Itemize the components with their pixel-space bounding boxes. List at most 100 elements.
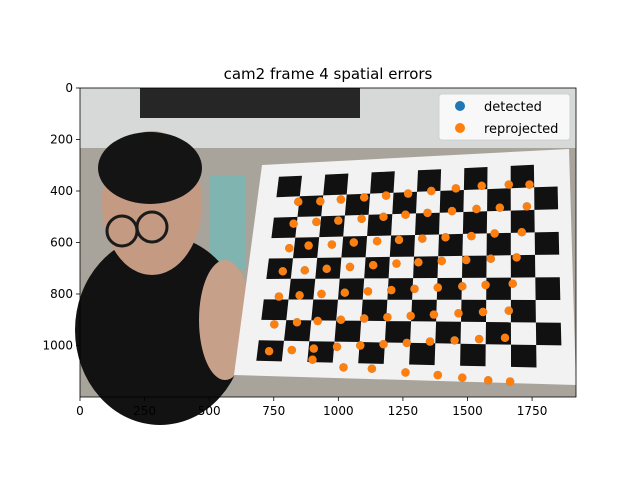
scatter-point-reprojected bbox=[357, 214, 366, 223]
scatter-point-reprojected bbox=[401, 210, 410, 219]
checker-square bbox=[486, 232, 511, 256]
scatter-point-reprojected bbox=[289, 219, 298, 228]
y-tick-label: 800 bbox=[50, 287, 73, 301]
scatter-point-reprojected bbox=[360, 314, 369, 323]
scatter-point-reprojected bbox=[406, 311, 415, 321]
checker-square bbox=[311, 299, 338, 321]
scatter-point-reprojected bbox=[317, 289, 326, 299]
scatter-point-reprojected bbox=[379, 340, 388, 349]
scatter-point-reprojected bbox=[312, 217, 321, 227]
scatter-point-reprojected bbox=[484, 376, 493, 385]
scatter-point-reprojected bbox=[402, 338, 411, 348]
checker-square bbox=[361, 299, 388, 322]
scatter-point-reprojected bbox=[478, 307, 488, 317]
checker-square bbox=[334, 320, 362, 342]
scatter-point-reprojected bbox=[345, 262, 355, 272]
scatter-point-reprojected bbox=[387, 285, 396, 295]
scatter-point-reprojected bbox=[504, 306, 513, 315]
scatter-point-reprojected bbox=[309, 344, 318, 353]
legend-box bbox=[438, 93, 571, 141]
scatter-point-reprojected bbox=[372, 237, 382, 246]
scatter-point-reprojected bbox=[447, 206, 457, 216]
scatter-point-reprojected bbox=[295, 291, 304, 300]
checker-square bbox=[511, 344, 537, 368]
scatter-point-reprojected bbox=[451, 184, 461, 193]
x-tick-label: 1500 bbox=[452, 404, 483, 418]
x-tick-label: 750 bbox=[262, 404, 285, 418]
y-tick-label: 600 bbox=[50, 236, 73, 250]
scatter-point-reprojected bbox=[392, 259, 401, 268]
scatter-point-reprojected bbox=[481, 280, 490, 290]
scatter-point-reprojected bbox=[423, 208, 432, 218]
checker-square bbox=[486, 277, 511, 300]
chart-title: cam2 frame 4 spatial errors bbox=[224, 65, 433, 83]
scatter-point-reprojected bbox=[505, 377, 515, 386]
scatter-point-reprojected bbox=[394, 235, 404, 245]
y-axis: 0 200 400 600 800 1000 bbox=[42, 81, 80, 353]
scatter-point-reprojected bbox=[349, 238, 358, 247]
person-hair bbox=[98, 132, 202, 204]
scatter-point-reprojected bbox=[334, 216, 343, 225]
scatter-point-reprojected bbox=[403, 189, 413, 198]
scatter-point-reprojected bbox=[274, 292, 284, 301]
scatter-point-reprojected bbox=[512, 253, 521, 262]
x-tick-label: 0 bbox=[76, 404, 84, 418]
x-tick-label: 500 bbox=[198, 404, 221, 418]
scatter-point-reprojected bbox=[379, 212, 388, 221]
checker-square bbox=[261, 299, 289, 321]
checker-square bbox=[417, 169, 442, 192]
checker-square bbox=[284, 320, 312, 342]
checker-square bbox=[288, 278, 316, 300]
scatter-point-reprojected bbox=[410, 284, 419, 294]
scatter-point-reprojected bbox=[418, 234, 427, 243]
checker-square bbox=[510, 299, 536, 323]
checker-square bbox=[338, 278, 365, 300]
scatter-point-reprojected bbox=[504, 180, 513, 189]
scatter-point-reprojected bbox=[327, 240, 337, 249]
checker-square bbox=[358, 342, 385, 364]
scatter-point-reprojected bbox=[278, 267, 287, 276]
checker-square bbox=[392, 191, 417, 215]
y-tick-label: 1000 bbox=[42, 339, 73, 353]
scatter-point-reprojected bbox=[322, 264, 331, 273]
scatter-point-reprojected bbox=[336, 195, 346, 204]
scatter-point-reprojected bbox=[316, 197, 325, 206]
scatter-point-reprojected bbox=[429, 310, 439, 319]
ceiling-rig bbox=[140, 88, 360, 118]
checker-square bbox=[370, 171, 395, 194]
checker-square bbox=[535, 322, 562, 346]
x-tick-label: 1750 bbox=[517, 404, 548, 418]
scatter-point-reprojected bbox=[441, 233, 450, 242]
person-torso bbox=[75, 235, 245, 425]
scatter-point-reprojected bbox=[287, 345, 296, 355]
scatter-point-reprojected bbox=[308, 355, 317, 364]
scatter-point-reprojected bbox=[414, 258, 423, 267]
y-tick-label: 200 bbox=[50, 133, 73, 147]
legend-label-reprojected: reprojected bbox=[484, 122, 558, 137]
scatter-point-reprojected bbox=[458, 373, 467, 382]
scatter-point-reprojected bbox=[500, 333, 510, 342]
checker-square bbox=[462, 211, 488, 234]
scatter-point-reprojected bbox=[363, 287, 373, 296]
scatter-point-reprojected bbox=[383, 313, 392, 322]
x-tick-label: 1000 bbox=[323, 404, 354, 418]
scatter-point-reprojected bbox=[490, 229, 499, 238]
scatter-point-reprojected bbox=[525, 180, 534, 189]
checker-square bbox=[461, 299, 487, 322]
checker-square bbox=[460, 343, 486, 367]
y-tick-label: 400 bbox=[50, 184, 73, 198]
checker-square bbox=[439, 190, 464, 213]
checker-square bbox=[510, 209, 535, 233]
scatter-point-reprojected bbox=[369, 261, 378, 270]
scatter-point-reprojected bbox=[462, 255, 471, 265]
scatter-point-reprojected bbox=[486, 254, 495, 263]
scatter-point-reprojected bbox=[340, 288, 349, 297]
scatter-point-reprojected bbox=[264, 347, 274, 356]
x-tick-label: 1250 bbox=[388, 404, 419, 418]
checker-square bbox=[341, 236, 368, 258]
legend-marker-reprojected bbox=[455, 123, 465, 133]
scatter-point-reprojected bbox=[356, 341, 365, 350]
scatter-point-reprojected bbox=[300, 266, 309, 275]
teal-panel bbox=[210, 175, 245, 270]
